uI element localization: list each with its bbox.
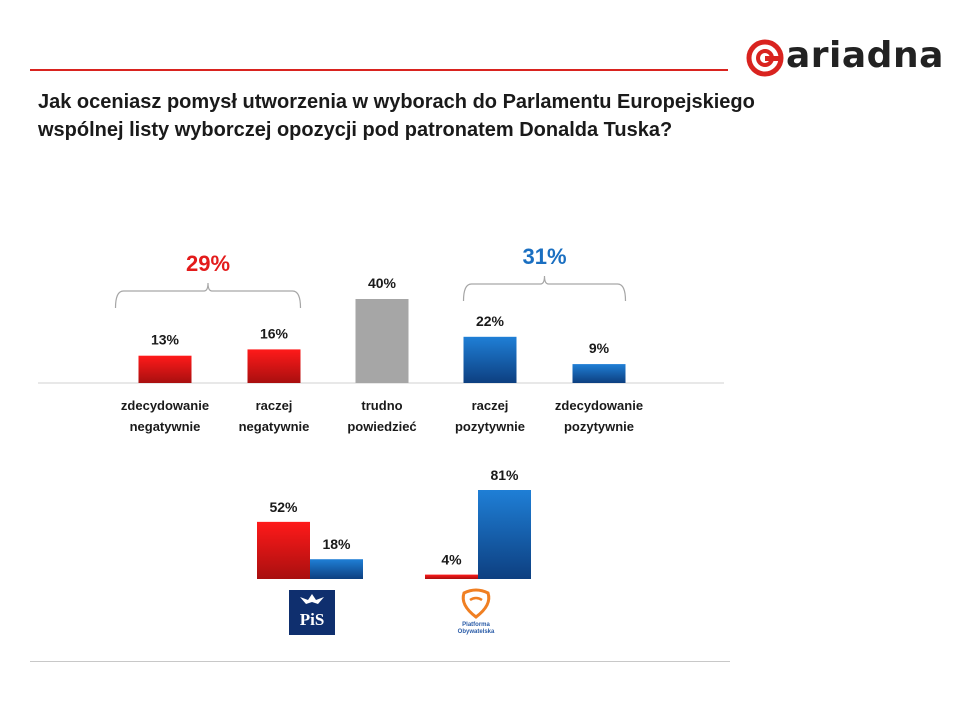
brand-name: ariadna — [786, 35, 944, 76]
po-heart-icon — [461, 588, 491, 619]
header-rule — [30, 69, 728, 71]
party-bar — [478, 490, 531, 579]
party-bar — [257, 521, 310, 579]
po-logo-line-1: Platforma — [462, 622, 490, 628]
bar-value-label: 13% — [151, 332, 180, 348]
bar — [355, 299, 409, 383]
category-label: pozytywnie — [564, 419, 634, 434]
po-logo-line-2: Obywatelska — [457, 629, 495, 635]
bar-value-label: 16% — [260, 325, 289, 341]
po-logo-text: Platforma Obywatelska — [450, 622, 502, 636]
party-bar — [425, 574, 478, 579]
bracket-total-label: 29% — [186, 251, 230, 276]
party-bar — [310, 559, 363, 579]
ariadna-logo: ariadna — [746, 35, 946, 80]
bracket-total-label: 31% — [522, 244, 566, 269]
question-line-1: Jak oceniasz pomysł utworzenia w wyborac… — [38, 91, 755, 113]
bracket — [114, 282, 302, 309]
category-label: powiedzieć — [347, 419, 416, 434]
category-label: zdecydowanie — [555, 398, 643, 413]
category-label: zdecydowanie — [121, 398, 209, 413]
category-label: trudno — [361, 398, 402, 413]
ariadna-spiral-icon — [746, 39, 784, 77]
bar — [138, 355, 192, 383]
category-label: pozytywnie — [455, 419, 525, 434]
party-bar-value-label: 81% — [490, 467, 519, 483]
pis-logo: PiS — [289, 590, 335, 635]
question-title: Jak oceniasz pomysł utworzenia w wyborac… — [38, 88, 798, 144]
bar-value-label: 9% — [589, 340, 610, 356]
pis-logo-text: PiS — [299, 610, 325, 629]
footer-rule — [30, 661, 730, 662]
party-bar-value-label: 18% — [322, 536, 351, 552]
category-label: negatywnie — [239, 419, 310, 434]
question-line-2: wspólnej listy wyborczej opozycji pod pa… — [38, 119, 673, 141]
bar — [463, 336, 517, 383]
eagle-icon — [300, 594, 324, 604]
bracket — [462, 275, 627, 302]
bar-value-label: 40% — [368, 275, 397, 291]
bar-value-label: 22% — [476, 313, 505, 329]
category-label: raczej — [256, 398, 293, 413]
party-bar-value-label: 52% — [269, 499, 298, 515]
party-bar-value-label: 4% — [441, 552, 462, 568]
category-label: raczej — [472, 398, 509, 413]
po-logo: Platforma Obywatelska — [450, 585, 502, 640]
bar — [247, 349, 301, 383]
bar — [572, 364, 626, 383]
category-label: negatywnie — [130, 419, 201, 434]
